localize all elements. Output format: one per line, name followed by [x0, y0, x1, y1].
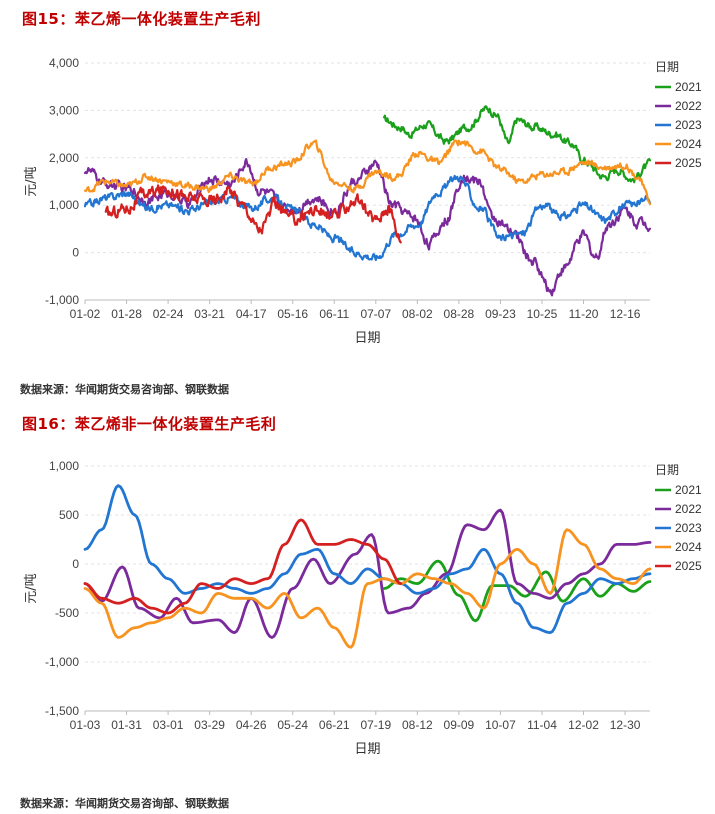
legend-item: 2025 — [675, 559, 702, 573]
series-line-2021 — [383, 105, 652, 184]
series-line-2022 — [83, 508, 652, 639]
series-line-2021 — [382, 559, 652, 623]
x-tick-label: 06-21 — [319, 718, 350, 732]
x-tick-label: 01-03 — [70, 718, 101, 732]
x-tick-label: 08-28 — [444, 307, 475, 321]
x-tick-label: 01-02 — [70, 307, 101, 321]
x-tick-label: 04-17 — [236, 307, 267, 321]
legend-item: 2025 — [675, 156, 702, 170]
x-tick-label: 07-19 — [360, 718, 391, 732]
series-line-2024 — [83, 139, 652, 206]
y-axis-label: 元/吨 — [24, 573, 39, 603]
x-tick-label: 08-12 — [402, 718, 433, 732]
legend-item: 2024 — [675, 137, 702, 151]
y-tick-label: 3,000 — [49, 103, 79, 117]
figure-16-source: 数据来源：华闻期货交易咨询部、钢联数据 — [20, 797, 229, 810]
y-tick-label: 2,000 — [49, 151, 79, 165]
y-tick-label: 0 — [72, 557, 79, 571]
x-tick-label: 10-25 — [527, 307, 558, 321]
x-tick-label: 05-16 — [277, 307, 308, 321]
figure-15-source: 数据来源：华闻期货交易咨询部、钢联数据 — [20, 383, 229, 396]
legend-item: 2022 — [675, 99, 702, 113]
series-line-2025 — [83, 518, 403, 615]
series-line-2025 — [104, 184, 402, 244]
x-tick-label: 02-24 — [153, 307, 184, 321]
y-tick-label: -1,000 — [45, 293, 79, 307]
x-tick-label: 09-23 — [485, 307, 516, 321]
y-axis-label: 元/吨 — [24, 166, 39, 196]
figure-15-title: 图15：苯乙烯一体化装置生产毛利 — [22, 10, 261, 28]
x-axis-label: 日期 — [354, 742, 380, 757]
legend-item: 2022 — [675, 502, 702, 516]
x-tick-label: 08-02 — [402, 307, 433, 321]
y-tick-label: -500 — [55, 606, 79, 620]
y-tick-label: 500 — [59, 508, 79, 522]
legend-item: 2021 — [675, 80, 702, 94]
legend-item: 2021 — [675, 483, 702, 497]
y-tick-label: -1,500 — [45, 704, 79, 718]
figure-16-title: 图16：苯乙烯非一体化装置生产毛利 — [22, 415, 277, 433]
legend-item: 2024 — [675, 540, 702, 554]
series-line-2023 — [83, 484, 652, 634]
x-tick-label: 07-07 — [360, 307, 391, 321]
y-tick-label: 1,000 — [49, 198, 79, 212]
x-tick-label: 11-04 — [527, 718, 557, 732]
y-tick-label: 0 — [72, 246, 79, 260]
x-tick-label: 12-16 — [610, 307, 641, 321]
x-tick-label: 12-30 — [610, 718, 641, 732]
x-tick-label: 03-21 — [194, 307, 225, 321]
x-tick-label: 10-07 — [485, 718, 516, 732]
legend-item: 2023 — [675, 118, 702, 132]
series-line-2023 — [83, 174, 652, 262]
x-tick-label: 01-31 — [111, 718, 142, 732]
x-tick-label: 12-02 — [568, 718, 599, 732]
x-tick-label: 03-29 — [194, 718, 225, 732]
legend-item: 2023 — [675, 521, 702, 535]
y-tick-label: 1,000 — [49, 459, 79, 473]
x-tick-label: 11-20 — [569, 307, 599, 321]
legend-title: 日期 — [655, 463, 679, 477]
x-tick-label: 06-11 — [319, 307, 349, 321]
x-axis-label: 日期 — [354, 331, 380, 346]
x-tick-label: 09-09 — [444, 718, 475, 732]
y-tick-label: 4,000 — [49, 56, 79, 70]
chart-integrated-margin: -1,000 0 1,000 2,000 3,000 4,000 01-02 01-28 02-… — [24, 56, 702, 346]
series-line-2022 — [83, 158, 652, 297]
series-line-2024 — [83, 528, 652, 649]
x-tick-label: 01-28 — [111, 307, 142, 321]
x-tick-label: 03-01 — [153, 718, 184, 732]
y-tick-label: -1,000 — [45, 655, 79, 669]
chart-nonintegrated-margin: -1,500 -1,000 -500 0 500 1,000 01-03 01-31 03-01… — [24, 459, 702, 757]
x-tick-label: 05-24 — [277, 718, 308, 732]
legend-title: 日期 — [655, 60, 679, 74]
x-tick-label: 04-26 — [236, 718, 267, 732]
